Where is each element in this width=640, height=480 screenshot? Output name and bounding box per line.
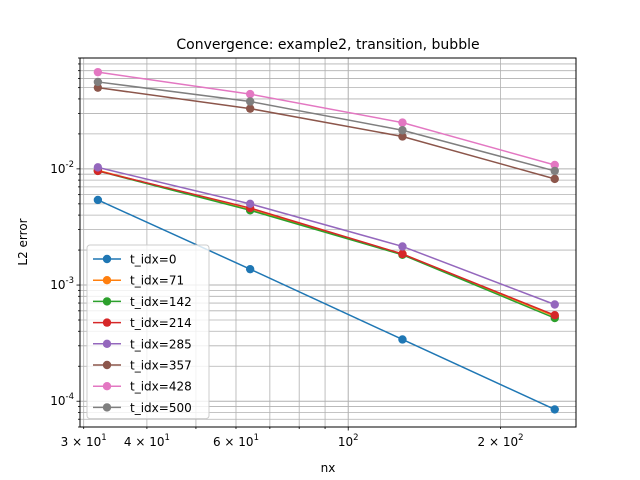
data-point (550, 166, 559, 176)
x-tick-label: 102 (338, 433, 359, 449)
legend-marker (102, 339, 112, 348)
legend-marker (102, 382, 112, 391)
chart-title: Convergence: example2, transition, bubbl… (176, 37, 479, 53)
legend-item: t_idx=71 (93, 274, 184, 288)
data-point (245, 104, 255, 113)
legend-item: t_idx=428 (93, 380, 192, 394)
series-line (97, 166, 556, 306)
series-t_idx=500 (93, 77, 559, 176)
data-point (550, 160, 559, 170)
data-point (245, 264, 255, 274)
legend-label: t_idx=500 (130, 401, 192, 415)
legend-label: t_idx=285 (130, 337, 192, 351)
x-tick-label: 3 × 101 (61, 433, 107, 449)
data-point (245, 89, 255, 99)
data-point (93, 67, 103, 77)
legend-label: t_idx=428 (130, 380, 192, 394)
x-axis-label: nx (321, 461, 336, 475)
legend-box (86, 244, 210, 420)
legend-marker (102, 297, 112, 306)
series-t_idx=0 (93, 195, 559, 414)
data-point (245, 97, 255, 106)
legend-item: t_idx=285 (93, 337, 192, 351)
series-line (97, 170, 556, 319)
data-point (245, 199, 255, 209)
data-point (398, 242, 407, 251)
x-tick-label: 4 × 101 (124, 433, 170, 449)
data-point (398, 126, 407, 135)
legend-marker (102, 276, 112, 285)
data-point (398, 118, 407, 127)
series-layer (93, 67, 559, 414)
series-t_idx=285 (93, 163, 559, 309)
legend-marker (102, 318, 112, 327)
legend-item: t_idx=214 (93, 316, 192, 330)
data-point (93, 195, 103, 205)
legend-label: t_idx=71 (130, 274, 184, 288)
series-t_idx=428 (93, 67, 559, 170)
series-line (97, 199, 556, 411)
plot-frame (79, 57, 577, 428)
data-point (93, 163, 103, 172)
series-t_idx=357 (93, 83, 559, 184)
data-point (398, 249, 407, 259)
y-tick-label: 10-4 (50, 392, 74, 408)
legend-label: t_idx=0 (130, 253, 176, 267)
data-point (550, 300, 559, 309)
legend-marker (102, 360, 112, 370)
x-tick-label: 6 × 101 (213, 433, 259, 449)
legend: t_idx=0 t_idx=71 t_idx=142 t_idx=214 t_idx=2… (86, 244, 210, 420)
data-point (93, 77, 103, 87)
legend-item: t_idx=142 (93, 295, 192, 309)
series-line (97, 81, 555, 172)
y-axis-label: L2 error (16, 218, 30, 265)
x-tick-label: 2 × 102 (478, 433, 524, 449)
data-point (398, 132, 407, 141)
data-point (398, 335, 407, 344)
legend-label: t_idx=214 (130, 316, 192, 330)
series-line (97, 71, 555, 166)
legend-marker (102, 254, 112, 264)
series-line (97, 86, 555, 180)
data-point (550, 174, 559, 184)
legend-label: t_idx=357 (130, 359, 192, 373)
y-tick-label: 10-2 (50, 160, 74, 176)
data-point (550, 311, 559, 320)
legend-label: t_idx=142 (130, 295, 192, 309)
series-line (97, 170, 556, 316)
legend-item: t_idx=500 (93, 401, 192, 415)
legend-marker (102, 403, 112, 412)
axis-ticks: 3 × 101 4 × 101 6 × 101 102 2 × 102 10-4 10-3 1… (50, 57, 524, 449)
data-point (550, 405, 559, 414)
y-tick-label: 10-3 (50, 276, 74, 292)
legend-item: t_idx=357 (93, 359, 192, 373)
legend-item: t_idx=0 (93, 253, 176, 267)
